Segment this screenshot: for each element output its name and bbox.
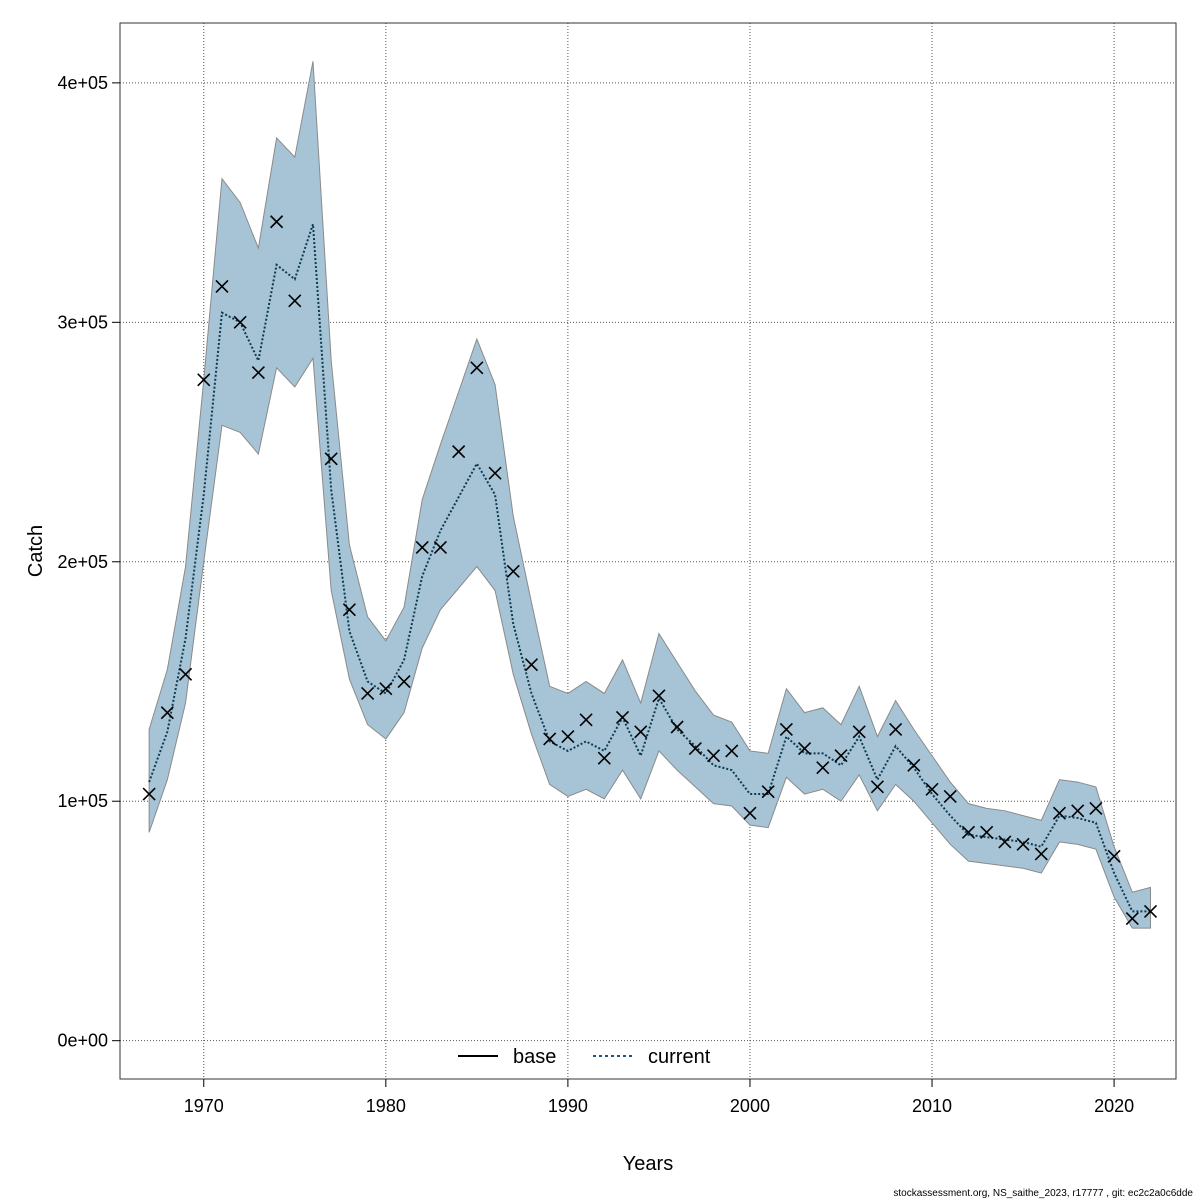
observed-point [543,732,557,746]
observed-point [506,564,520,578]
footer-credit: stockassessment.org, NS_saithe_2023, r17… [893,1188,1193,1199]
x-tick-label: 2000 [730,1096,770,1116]
observed-point [834,749,848,763]
observed-point [415,540,429,554]
observed-point [670,720,684,734]
observed-point [142,787,156,801]
plot-frame [119,22,1177,1080]
observed-point [379,682,393,696]
observed-point [725,744,739,758]
axis-ticks: 1970 1980 1990 2000 2010 2020 0e+00 1e+05 2e+05 3… [57,73,1134,1116]
observed-point [816,761,830,775]
y-tick-label: 2e+05 [57,552,108,572]
x-tick-label: 1980 [366,1096,406,1116]
confidence-band-layer [148,61,1152,929]
x-tick-label: 2020 [1094,1096,1134,1116]
observed-point [470,361,484,375]
observed-point [215,279,229,293]
observed-point [943,789,957,804]
observed-point [1089,801,1103,815]
observed-point [178,667,193,681]
current-estimate-line [148,223,1151,913]
observed-point [779,722,793,736]
observed-point [688,741,702,756]
observed-point [852,725,866,739]
observed-point [397,674,411,689]
observed-point [361,686,375,701]
observed-point [1125,911,1139,926]
observed-point [324,452,338,466]
observed-point [233,315,247,329]
observed-point [1071,804,1085,818]
observed-point [1016,837,1030,851]
observed-point [579,713,593,727]
y-tick-label: 0e+00 [57,1031,108,1051]
observed-point [615,710,630,724]
observed-point [980,825,994,839]
y-tick-label: 3e+05 [57,312,108,332]
legend-base-label: base [513,1046,556,1068]
observed-point [452,445,466,459]
observed-point [743,806,757,820]
estimate-line-layer [148,223,1151,913]
observed-markers-layer [142,215,1158,926]
observed-point [998,835,1012,849]
observed-point [870,780,884,794]
y-tick-label: 4e+05 [57,73,108,93]
observed-point [889,722,903,736]
observed-point [652,689,666,703]
observed-point [270,215,284,229]
y-tick-label: 1e+05 [57,791,108,811]
observed-point [761,785,775,799]
y-axis-title: Catch [25,525,47,577]
observed-point [561,730,575,744]
observed-point [342,603,356,617]
observed-point [251,366,265,380]
observed-point [925,782,939,796]
observed-point [1052,806,1067,820]
legend: base current [458,1046,711,1068]
observed-point [1034,847,1048,861]
observed-point [197,373,211,387]
x-tick-label: 1990 [548,1096,588,1116]
observed-point [488,466,502,480]
x-tick-label: 2010 [912,1096,952,1116]
observed-point [706,749,721,763]
observed-point [433,540,448,554]
x-tick-label: 1970 [184,1096,224,1116]
observed-point [634,725,648,739]
observed-point [597,751,611,765]
confidence-band [148,61,1152,929]
observed-point [798,741,812,756]
observed-point [524,658,539,672]
observed-point [288,294,302,308]
legend-current-label: current [648,1046,711,1068]
x-axis-title: Years [623,1153,673,1175]
observed-point [160,706,174,720]
observed-point [1143,904,1158,918]
observed-point [961,825,976,839]
observed-point [907,758,921,772]
observed-point [1107,849,1121,863]
